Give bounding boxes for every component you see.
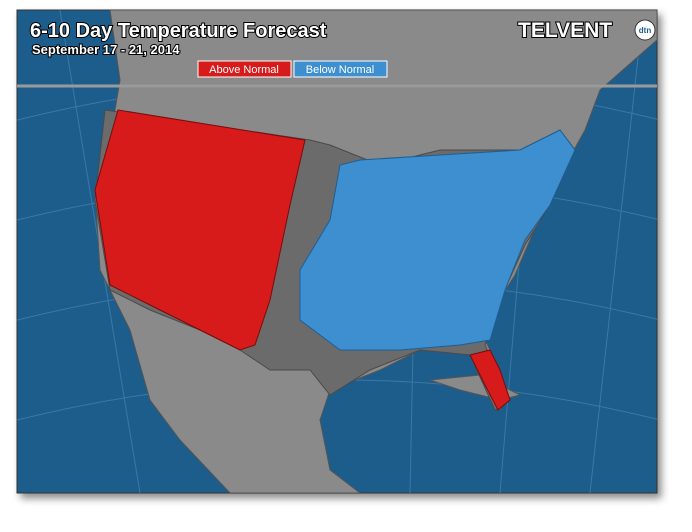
above-normal-west: [94, 109, 306, 351]
legend-swatch-above: [197, 60, 292, 78]
map: [17, 10, 657, 493]
logo-badge: [634, 19, 656, 41]
legend-label: Above Normal: [209, 64, 279, 76]
logo-text: TELVENT: [518, 19, 612, 42]
legend-swatch-below: [293, 60, 388, 78]
legend-label: Below Normal: [306, 64, 374, 76]
above-normal-florida: [469, 349, 511, 411]
title: 6-10 Day Temperature Forecast: [30, 20, 327, 42]
subtitle: September 17 - 21, 2014: [32, 42, 180, 57]
below-normal-east: [299, 129, 576, 351]
logo-badge-text: dtn: [639, 26, 652, 35]
